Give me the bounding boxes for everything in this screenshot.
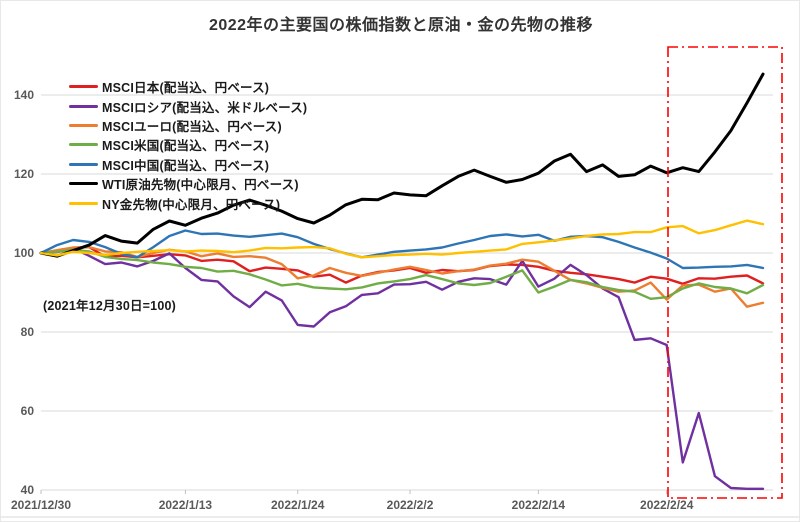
- legend-line-swatch: [69, 123, 98, 127]
- legend-item-wti-crude: WTI原油先物(中心限月、円ベース): [69, 174, 307, 193]
- x-axis-tick-label: 2022/2/2: [386, 498, 434, 512]
- series-line-wti-crude: [39, 72, 765, 258]
- legend-item-msci-china: MSCI中国(配当込、円ベース): [69, 155, 307, 174]
- x-axis-tick-label: 2022/1/24: [271, 498, 325, 512]
- legend-line-swatch: [69, 104, 98, 108]
- chart-legend: MSCI日本(配当込、円ベース) MSCIロシア(配当込、米ドルベース) MSCIユ…: [69, 77, 307, 213]
- legend-item-msci-japan: MSCI日本(配当込、円ベース): [69, 77, 307, 96]
- legend-label: NY金先物(中心限月、円ベース): [102, 197, 281, 212]
- series-line-msci-russia: [39, 247, 765, 490]
- y-axis-tick-label: 80: [20, 325, 34, 339]
- series-line-msci-us: [39, 248, 765, 300]
- legend-line-swatch: [69, 143, 98, 147]
- y-axis-tick-label: 100: [13, 246, 34, 260]
- legend-line-swatch: [69, 182, 98, 186]
- index-base-note: (2021年12月30日=100): [43, 299, 176, 313]
- series-line-ny-gold: [39, 219, 765, 259]
- y-axis-tick-label: 60: [20, 404, 34, 418]
- series-line-msci-china: [39, 229, 765, 270]
- legend-label: MSCI日本(配当込、円ベース): [102, 81, 270, 96]
- x-axis-tick-label: 2022/1/13: [158, 498, 213, 512]
- legend-item-msci-us: MSCI米国(配当込、円ベース): [69, 135, 307, 154]
- legend-item-msci-russia: MSCIロシア(配当込、米ドルベース): [69, 96, 307, 115]
- legend-line-swatch: [69, 201, 98, 205]
- x-axis-tick-label: 2022/2/24: [640, 498, 694, 512]
- legend-label: WTI原油先物(中心限月、円ベース): [102, 178, 299, 193]
- legend-label: MSCIユーロ(配当込、円ベース): [102, 119, 282, 134]
- legend-label: MSCI米国(配当込、円ベース): [102, 139, 270, 154]
- y-axis-tick-label: 120: [13, 167, 34, 181]
- legend-label: MSCIロシア(配当込、米ドルベース): [102, 100, 308, 115]
- legend-item-msci-euro: MSCIユーロ(配当込、円ベース): [69, 116, 307, 135]
- legend-line-swatch: [69, 85, 98, 89]
- y-axis-tick-label: 140: [13, 88, 34, 102]
- legend-line-swatch: [69, 162, 98, 166]
- y-axis-tick-label: 40: [20, 483, 34, 497]
- x-axis-tick-label: 2022/2/14: [511, 498, 566, 512]
- legend-label: MSCI中国(配当込、円ベース): [102, 158, 270, 173]
- highlight-box: [667, 46, 783, 499]
- chart-title: 2022年の主要国の株価指数と原油・金の先物の推移: [208, 17, 594, 34]
- legend-item-ny-gold: NY金先物(中心限月、円ベース): [69, 193, 307, 212]
- x-axis-tick-label: 2021/12/30: [10, 498, 72, 512]
